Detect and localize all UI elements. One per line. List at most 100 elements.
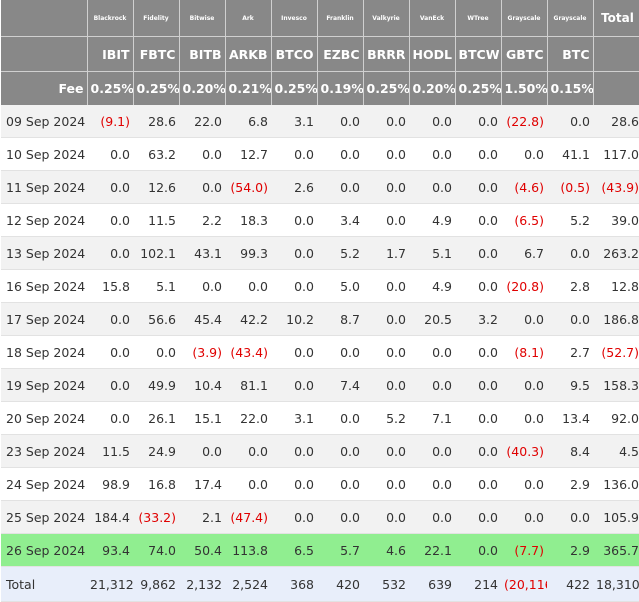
fee-value: 0.25% (271, 71, 318, 105)
flow-cell: 0.0 (363, 269, 409, 303)
date-cell: 23 Sep 2024 (1, 434, 87, 468)
flow-cell: 3.2 (455, 302, 501, 336)
flow-cell: 0.0 (455, 467, 501, 501)
flow-cell: 5.1 (409, 236, 455, 270)
flow-cell: 13.4 (547, 401, 593, 435)
total-cell: 214 (455, 566, 501, 602)
flow-cell: 5.2 (547, 203, 593, 237)
flow-cell: 0.0 (363, 170, 409, 204)
flow-cell: 1.7 (363, 236, 409, 270)
flow-cell: 0.0 (271, 368, 317, 402)
flow-cell: 2.7 (547, 335, 593, 369)
flow-cell: (8.1) (501, 335, 547, 369)
flow-cell: 0.0 (271, 203, 317, 237)
flow-cell: 0.0 (455, 170, 501, 204)
flow-cell: 0.0 (225, 434, 271, 468)
flow-cell: 0.0 (501, 302, 547, 336)
ticker-header-row: IBIT FBTC BITB ARKB BTCO EZBC BRRR HODL BTCW GBTC… (1, 36, 639, 72)
flow-cell: 0.0 (409, 368, 455, 402)
issuer-name: WTree (455, 0, 502, 37)
flow-cell: 9.5 (547, 368, 593, 402)
flow-cell: 0.0 (501, 368, 547, 402)
flow-cell: 7.1 (409, 401, 455, 435)
table-body: 09 Sep 2024 (9.1) 28.6 22.0 6.8 3.1 0.0 0.0 0.0 0… (1, 105, 639, 602)
issuer-name: Blackrock (87, 0, 134, 37)
total-column-header: Total (593, 0, 639, 37)
fee-value: 0.25% (363, 71, 410, 105)
flow-cell: 4.9 (409, 203, 455, 237)
flow-cell: (22.8) (501, 105, 547, 138)
flow-cell: 0.0 (455, 269, 501, 303)
row-total-cell: 117.0 (593, 137, 639, 171)
flow-cell: 0.0 (317, 467, 363, 501)
date-cell: 20 Sep 2024 (1, 401, 87, 435)
ticker-header: ARKB (225, 36, 272, 72)
issuer-name: Franklin (317, 0, 364, 37)
flow-cell: 2.8 (547, 269, 593, 303)
flow-cell: (0.5) (547, 170, 593, 204)
flow-cell: 11.5 (87, 434, 133, 468)
flow-cell: 3.4 (317, 203, 363, 237)
ticker-header: BTC (547, 36, 594, 72)
flow-cell: 22.1 (409, 533, 455, 567)
flow-cell: 12.7 (225, 137, 271, 171)
row-total-cell: 28.6 (593, 105, 639, 138)
fee-value: 0.19% (317, 71, 364, 105)
flow-cell: 2.1 (179, 500, 225, 534)
issuer-name: Valkyrie (363, 0, 410, 37)
flow-cell: 93.4 (87, 533, 133, 567)
flow-cell: 0.0 (455, 105, 501, 138)
ticker-header: GBTC (501, 36, 548, 72)
flow-cell: 0.0 (363, 335, 409, 369)
flow-cell: 56.6 (133, 302, 179, 336)
flow-cell: 0.0 (501, 500, 547, 534)
ticker-header: BRRR (363, 36, 410, 72)
flow-cell: 0.0 (363, 302, 409, 336)
flow-cell: (43.4) (225, 335, 271, 369)
flow-cell: 0.0 (363, 137, 409, 171)
total-cell: 532 (363, 566, 409, 602)
date-cell: 25 Sep 2024 (1, 500, 87, 534)
total-cell: 2,132 (179, 566, 225, 602)
ticker-header: EZBC (317, 36, 364, 72)
table-row: 23 Sep 2024 11.5 24.9 0.0 0.0 0.0 0.0 0.0 0.0 0.0… (1, 434, 639, 468)
corner-cell (1, 0, 88, 37)
issuer-name: VanEck (409, 0, 456, 37)
table-row: 12 Sep 2024 0.0 11.5 2.2 18.3 0.0 3.4 0.0 4.9 0.0… (1, 203, 639, 237)
row-total-cell: 105.9 (593, 500, 639, 534)
flow-cell: 0.0 (317, 105, 363, 138)
flow-cell: 0.0 (409, 335, 455, 369)
table-row: 18 Sep 2024 0.0 0.0 (3.9) (43.4) 0.0 0.0 0.0 0.0… (1, 335, 639, 369)
table-row: 10 Sep 2024 0.0 63.2 0.0 12.7 0.0 0.0 0.0 0.0 0.0… (1, 137, 639, 171)
flow-cell: 0.0 (455, 401, 501, 435)
fee-value: 0.15% (547, 71, 594, 105)
flow-cell: 102.1 (133, 236, 179, 270)
fee-value: 0.25% (87, 71, 134, 105)
flow-cell: 0.0 (409, 434, 455, 468)
flow-cell: 0.0 (87, 170, 133, 204)
flow-cell: 0.0 (547, 500, 593, 534)
table-row: 13 Sep 2024 0.0 102.1 43.1 99.3 0.0 5.2 1.7 5.1 0… (1, 236, 639, 270)
flow-cell: 7.4 (317, 368, 363, 402)
flow-cell: (33.2) (133, 500, 179, 534)
date-cell: 13 Sep 2024 (1, 236, 87, 270)
flow-cell: 15.8 (87, 269, 133, 303)
flow-cell: (54.0) (225, 170, 271, 204)
flow-cell: (7.7) (501, 533, 547, 567)
flow-cell: 63.2 (133, 137, 179, 171)
flow-cell: 5.7 (317, 533, 363, 567)
total-cell: 420 (317, 566, 363, 602)
flow-cell: 0.0 (363, 368, 409, 402)
row-total-cell: 4.5 (593, 434, 639, 468)
flow-cell: 26.1 (133, 401, 179, 435)
ticker-header: HODL (409, 36, 456, 72)
table-row: 09 Sep 2024 (9.1) 28.6 22.0 6.8 3.1 0.0 0.0 0.0 0… (1, 105, 639, 138)
flow-cell: 15.1 (179, 401, 225, 435)
ticker-header: IBIT (87, 36, 134, 72)
flow-cell: 0.0 (455, 500, 501, 534)
row-total-cell: 39.0 (593, 203, 639, 237)
flow-cell: 0.0 (409, 170, 455, 204)
flow-cell: 0.0 (409, 500, 455, 534)
issuer-name: Grayscale (501, 0, 548, 37)
table-row: 17 Sep 2024 0.0 56.6 45.4 42.2 10.2 8.7 0.0 20.5… (1, 302, 639, 336)
